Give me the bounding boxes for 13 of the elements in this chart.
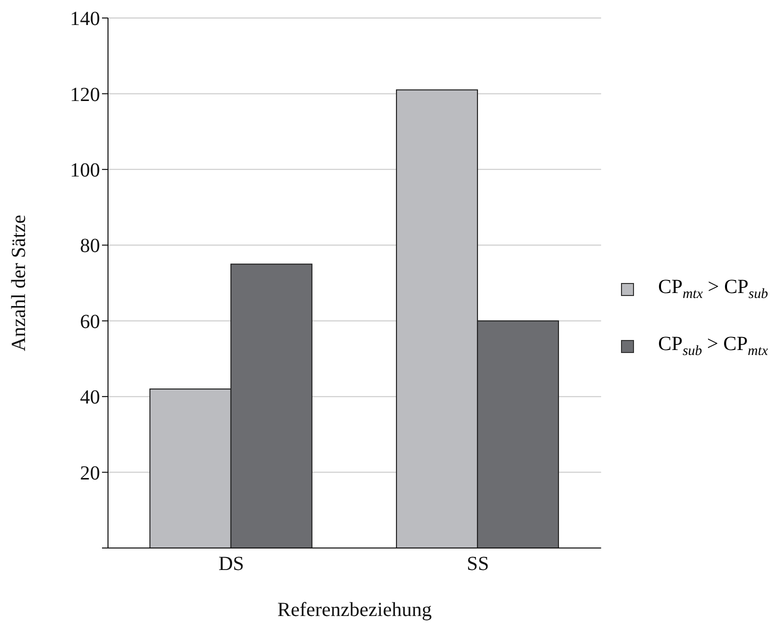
x-tick-label: DS xyxy=(218,553,244,576)
y-tick-label: 20 xyxy=(80,462,100,484)
y-tick-label: 120 xyxy=(70,84,100,106)
y-tick-label: 40 xyxy=(80,386,100,409)
x-tick-label: SS xyxy=(466,553,489,576)
y-tick-label: 80 xyxy=(80,235,100,258)
legend-label: CP$_{mtx}$ > CP$_{sub}$ xyxy=(658,276,768,303)
y-tick-label: 60 xyxy=(80,310,100,333)
x-axis-title: Referenzbeziehung xyxy=(277,599,432,621)
y-tick-label: 100 xyxy=(70,160,100,182)
y-tick-label: 140 xyxy=(70,8,100,30)
y-axis-title: Anzahl der Sätze xyxy=(8,214,30,352)
legend-label: CP$_{sub}$ > CP$_{mtx}$ xyxy=(658,333,768,360)
